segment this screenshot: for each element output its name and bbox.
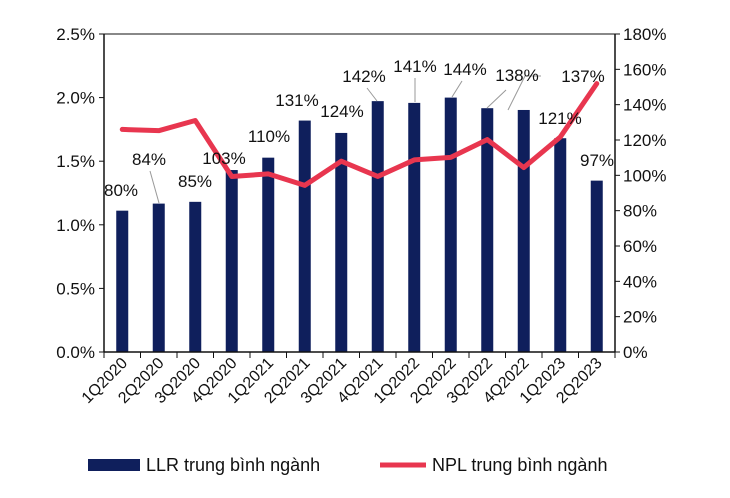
label-leader (366, 87, 378, 102)
bar-4Q2022 (517, 109, 530, 352)
data-label-2Q2020: 84% (132, 150, 166, 169)
bar-1Q2020 (116, 210, 129, 352)
left-tick-label: 2.0% (56, 89, 95, 108)
right-tick-label: 80% (623, 202, 657, 221)
data-label-4Q2021: 142% (342, 67, 385, 86)
npl-line (119, 81, 600, 188)
legend-llr-label: LLR trung bình ngành (146, 455, 320, 475)
left-tick-label: 1.0% (56, 216, 95, 235)
legend-llr-swatch (88, 459, 140, 471)
data-label-3Q2021: 124% (320, 102, 363, 121)
bar-4Q2020 (225, 170, 238, 352)
right-tick-label: 120% (623, 131, 666, 150)
right-tick-label: 40% (623, 272, 657, 291)
label-leader (149, 170, 160, 204)
data-label-1Q2020: 80% (104, 181, 138, 200)
data-label-1Q2021: 110% (248, 127, 290, 146)
left-tick-label: 0.0% (56, 343, 95, 362)
data-label-3Q2022: 138% (495, 66, 538, 85)
legend-npl-label: NPL trung bình ngành (432, 455, 607, 475)
right-tick-label: 180% (623, 25, 666, 44)
bar-3Q2022 (481, 108, 494, 352)
data-label-2Q2022: 144% (443, 60, 486, 79)
data-label-4Q2022: 137% (561, 67, 604, 86)
right-tick-label: 0% (623, 343, 648, 362)
right-tick-label: 100% (623, 166, 666, 185)
bar-2Q2021 (298, 120, 311, 352)
data-label-1Q2023: 121% (538, 109, 581, 128)
bar-3Q2021 (335, 132, 348, 352)
label-leader (507, 75, 541, 111)
left-tick-label: 0.5% (56, 279, 95, 298)
bar-2Q2023 (590, 180, 603, 352)
bar-4Q2021 (371, 101, 384, 352)
bar-1Q2022 (408, 102, 421, 353)
left-tick-label: 2.5% (56, 25, 95, 44)
data-label-2Q2021: 131% (275, 91, 318, 110)
data-label-1Q2022: 141% (393, 57, 436, 76)
right-tick-label: 160% (623, 60, 666, 79)
bar-1Q2021 (262, 157, 275, 352)
right-tick-label: 20% (623, 308, 657, 327)
label-leader (451, 80, 463, 98)
left-tick-label: 1.5% (56, 152, 95, 171)
bar-3Q2020 (189, 201, 202, 352)
right-tick-label: 140% (623, 96, 666, 115)
data-label-2Q2023: 97% (580, 151, 614, 170)
data-label-3Q2020: 85% (178, 172, 212, 191)
bar-2Q2022 (444, 97, 457, 352)
label-leader (486, 89, 507, 109)
bar-1Q2023 (554, 138, 567, 352)
bar-2Q2020 (152, 203, 165, 352)
right-tick-label: 60% (623, 237, 657, 256)
data-label-4Q2020: 103% (202, 149, 245, 168)
